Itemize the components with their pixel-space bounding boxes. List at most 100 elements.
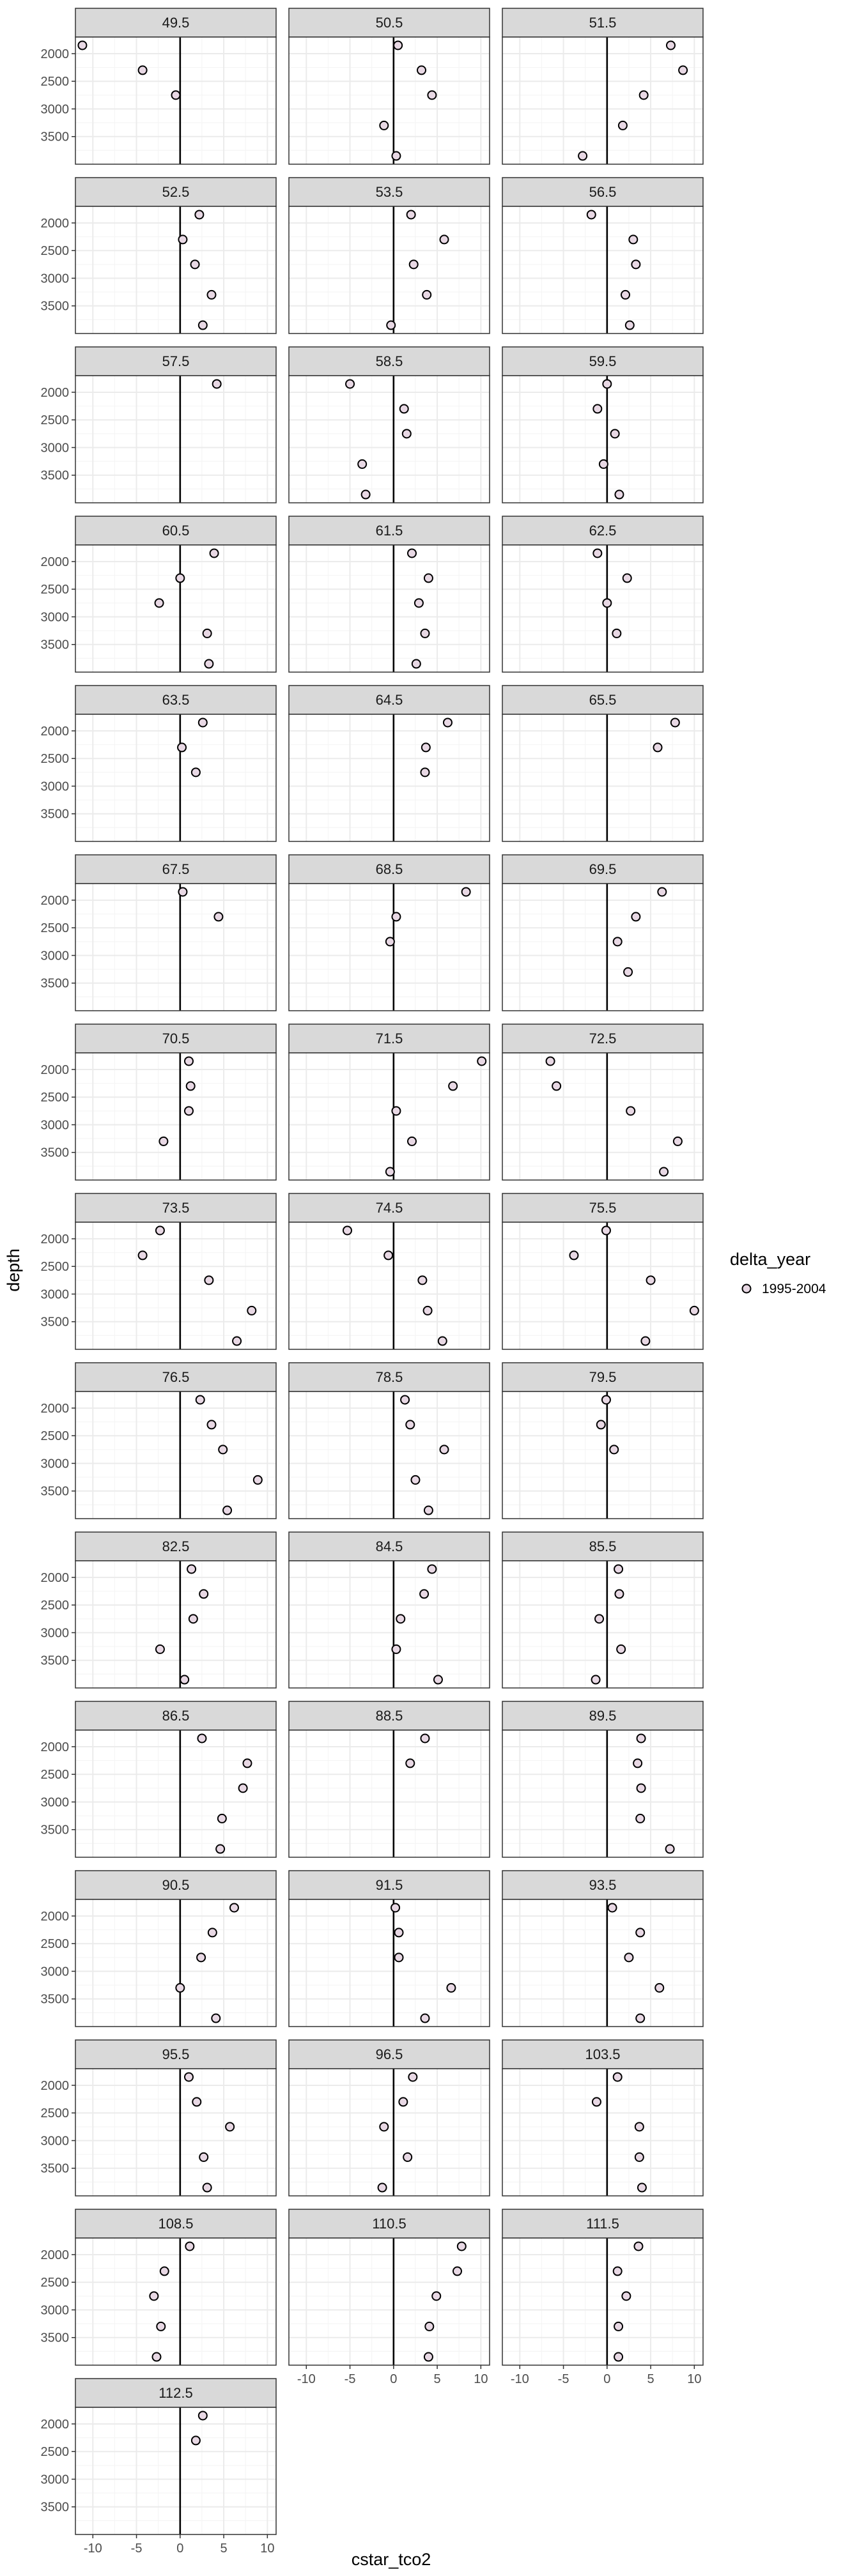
data-point [678, 65, 688, 75]
data-point [446, 1982, 456, 1993]
panel-border [75, 206, 277, 334]
facet-panel-67.5: 67.5 2000 2500 3000 3500 [41, 854, 277, 1011]
facet-panels: 49.5 2000 2500 3000 3500 50.5 51.5 52.5 2000 2500… [41, 8, 704, 2556]
facet-strip [75, 1362, 277, 1392]
facet-panel-49.5: 49.5 2000 2500 3000 3500 [41, 8, 277, 165]
data-point [217, 1813, 227, 1823]
panel-border [75, 883, 277, 1011]
data-point [635, 1928, 646, 1938]
panel-border [288, 1560, 490, 1689]
panel-background [502, 884, 703, 1011]
data-point [614, 1564, 624, 1574]
y-tick-label: 3000 [41, 1626, 70, 1640]
panel-border [502, 1052, 704, 1181]
x-tick-label: 5 [221, 2542, 228, 2556]
data-point [137, 1250, 148, 1261]
data-point [422, 289, 432, 300]
panel-background [75, 1561, 276, 1688]
y-tick-label: 3000 [41, 1457, 70, 1471]
data-point [400, 1395, 410, 1405]
x-tick-label: -10 [511, 2372, 529, 2386]
panel-background [75, 1222, 276, 1349]
facet-panel-86.5: 86.5 2000 2500 3000 3500 [41, 1701, 277, 1858]
y-tick-label: 3500 [41, 2162, 70, 2176]
data-point [190, 2435, 201, 2446]
data-point [202, 2182, 212, 2193]
x-tick-label: 10 [260, 2542, 274, 2556]
facet-strip [502, 854, 704, 884]
data-point [612, 937, 623, 947]
facet-panel-73.5: 73.5 2000 2500 3000 3500 [41, 1193, 277, 1350]
y-tick-label: 3500 [41, 1146, 70, 1160]
facet-panel-52.5: 52.5 2000 2500 3000 3500 [41, 177, 277, 334]
panel-border [502, 714, 704, 842]
facet-strip-label: 67.5 [162, 861, 190, 877]
data-point [424, 2321, 435, 2331]
facet-strip-label: 63.5 [162, 692, 190, 708]
facet-strip-label: 89.5 [589, 1708, 617, 1724]
facet-panel-70.5: 70.5 2000 2500 3000 3500 [41, 1023, 277, 1181]
data-point [423, 1505, 433, 1515]
facet-strip [288, 177, 490, 207]
data-point [417, 1275, 428, 1285]
y-tick-label: 3500 [41, 977, 70, 991]
data-point [391, 1644, 401, 1654]
data-point [431, 2291, 442, 2301]
panel-background [502, 1899, 703, 2027]
data-point [180, 1675, 190, 1685]
facet-panel-93.5: 93.5 [502, 1870, 704, 2027]
data-point [616, 1644, 626, 1654]
data-point [408, 2072, 418, 2082]
facet-strip [75, 1531, 277, 1561]
data-point [77, 40, 88, 50]
panel-background [502, 1222, 703, 1349]
data-point [614, 489, 624, 500]
facet-panel-51.5: 51.5 [502, 8, 704, 165]
data-point [614, 2352, 624, 2362]
facet-strip [288, 1870, 490, 1900]
facet-panel-56.5: 56.5 [502, 177, 704, 334]
panel-border [288, 2237, 490, 2366]
data-point [345, 379, 355, 389]
facet-strip-label: 79.5 [589, 1369, 617, 1385]
panel-border [502, 1899, 704, 2027]
y-tick-label: 3000 [41, 610, 70, 624]
panel-background [502, 37, 703, 164]
data-point [385, 937, 395, 947]
facet-panel-103.5: 103.5 [502, 2039, 704, 2196]
data-point [617, 120, 628, 130]
facet-strip [75, 1193, 277, 1223]
data-point [586, 210, 596, 220]
panel-border [502, 1729, 704, 1858]
facet-strip-label: 68.5 [376, 861, 403, 877]
data-point [420, 2013, 430, 2023]
facet-strip [288, 1531, 490, 1561]
facet-panel-62.5: 62.5 [502, 516, 704, 673]
data-point [452, 2266, 462, 2276]
data-point [183, 1106, 194, 1116]
y-tick-label: 2000 [41, 2079, 70, 2093]
panel-border [75, 1899, 277, 2027]
data-point [386, 320, 396, 330]
y-tick-label: 3500 [41, 300, 70, 314]
facet-panel-58.5: 58.5 [288, 346, 490, 503]
data-point [601, 1395, 611, 1405]
facet-panel-110.5: 110.5 -10 -5 0 5 10 [288, 2209, 490, 2386]
x-tick-label: 0 [390, 2372, 397, 2386]
data-point [190, 259, 200, 270]
x-tick-label: -10 [84, 2542, 102, 2556]
data-point [177, 742, 187, 753]
data-point [213, 912, 224, 922]
facet-strip-label: 57.5 [162, 353, 190, 369]
panel-background [502, 2238, 703, 2365]
y-tick-label: 3500 [41, 638, 70, 652]
panel-border [75, 1729, 277, 1858]
data-point [178, 234, 188, 245]
data-point [598, 459, 608, 469]
data-point [406, 1136, 417, 1146]
data-point [188, 1614, 198, 1624]
facet-strip [502, 516, 704, 546]
data-point [405, 1420, 415, 1430]
facet-panel-88.5: 88.5 [288, 1701, 490, 1858]
